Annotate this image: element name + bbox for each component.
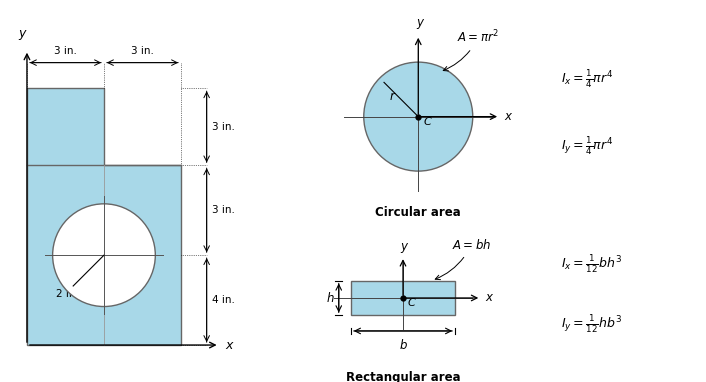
Text: 3 in.: 3 in. [131,46,154,56]
Text: 4 in.: 4 in. [212,295,234,305]
Text: $h$: $h$ [325,291,335,305]
Text: $r$: $r$ [389,90,397,103]
Text: $b$: $b$ [399,338,407,352]
Text: 3 in.: 3 in. [212,122,234,132]
Text: $x$: $x$ [504,110,513,123]
Text: $x$: $x$ [484,291,494,304]
Text: 3 in.: 3 in. [54,46,77,56]
Circle shape [364,62,473,171]
Text: $I_x = \frac{1}{12}bh^3$: $I_x = \frac{1}{12}bh^3$ [561,253,622,275]
Polygon shape [27,88,181,345]
Text: $y$: $y$ [416,17,425,31]
Text: 3 in.: 3 in. [212,205,234,215]
Text: $y$: $y$ [400,241,409,254]
Text: $y$: $y$ [18,28,28,42]
Text: $A = bh$: $A = bh$ [435,238,491,280]
Text: $C$: $C$ [423,115,433,127]
Text: Circular area: Circular area [376,206,461,219]
Text: $A = \pi r^2$: $A = \pi r^2$ [443,29,499,71]
Text: Rectangular area: Rectangular area [346,371,460,382]
Circle shape [53,204,155,306]
Text: 2 in.: 2 in. [56,289,79,299]
Bar [351,281,455,315]
Text: $I_y = \frac{1}{4}\pi r^4$: $I_y = \frac{1}{4}\pi r^4$ [561,135,614,157]
Text: $I_x = \frac{1}{4}\pi r^4$: $I_x = \frac{1}{4}\pi r^4$ [561,68,614,90]
Text: $x$: $x$ [225,338,234,351]
Text: $C$: $C$ [407,296,417,308]
Text: $I_y = \frac{1}{12}hb^3$: $I_y = \frac{1}{12}hb^3$ [561,314,622,335]
